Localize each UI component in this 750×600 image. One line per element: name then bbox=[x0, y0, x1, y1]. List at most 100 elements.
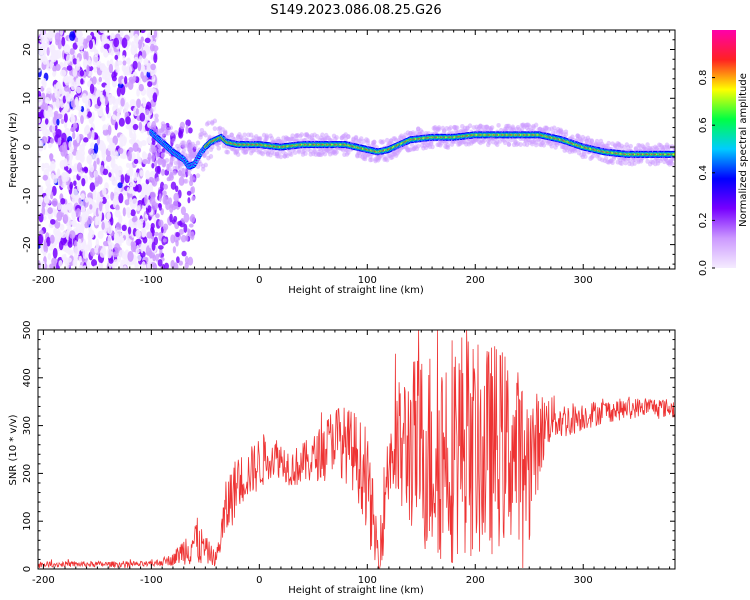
ridge-halo bbox=[292, 150, 298, 155]
transition-cell bbox=[178, 260, 183, 266]
noise-cell bbox=[110, 191, 114, 201]
ridge-halo bbox=[216, 145, 221, 151]
noise-cell bbox=[80, 193, 85, 200]
spectrogram-ytick-label: -10 bbox=[22, 188, 33, 204]
noise-cell bbox=[139, 112, 146, 122]
noise-cell bbox=[149, 43, 155, 52]
noise-cell bbox=[112, 135, 119, 146]
transition-cell bbox=[164, 262, 169, 269]
noise-cell bbox=[38, 229, 44, 236]
snr-xtick-label: 200 bbox=[466, 575, 485, 586]
noise-cell bbox=[56, 228, 61, 237]
noise-cell bbox=[117, 147, 124, 155]
noise-cell bbox=[129, 131, 134, 139]
noise-cell bbox=[82, 248, 88, 259]
noise-cell bbox=[136, 88, 140, 97]
noise-cell bbox=[73, 180, 77, 187]
noise-cell bbox=[63, 246, 68, 253]
noise-cell bbox=[138, 83, 144, 92]
ridge-halo bbox=[334, 135, 339, 140]
noise-cell bbox=[98, 201, 103, 212]
noise-cell bbox=[89, 164, 95, 173]
snr-x-ticks: -200 -100 0 100 200 300 bbox=[32, 330, 671, 586]
noise-cell bbox=[41, 136, 48, 144]
noise-cell bbox=[70, 79, 76, 91]
noise-cell bbox=[72, 131, 76, 140]
snr-ytick-label: 500 bbox=[22, 320, 33, 339]
noise-cell bbox=[122, 60, 127, 66]
spectrogram-xtick-label: 0 bbox=[256, 275, 262, 286]
transition-cell bbox=[157, 259, 163, 267]
noise-cell bbox=[132, 60, 138, 70]
noise-cell bbox=[129, 99, 136, 105]
ridge-halo bbox=[203, 132, 208, 138]
noise-cell bbox=[118, 193, 124, 204]
noise-cell bbox=[91, 111, 95, 122]
transition-cell bbox=[151, 153, 155, 163]
noise-cell bbox=[118, 117, 125, 127]
noise-cell bbox=[97, 176, 103, 185]
noise-cell bbox=[51, 30, 56, 38]
noise-cell bbox=[105, 194, 110, 200]
noise-cell bbox=[58, 84, 64, 95]
noise-cell bbox=[112, 197, 117, 209]
noise-cell bbox=[76, 162, 83, 173]
ridge-halo bbox=[225, 149, 231, 155]
spectrogram-ytick-label: 20 bbox=[22, 43, 33, 56]
colorbar-tick-label: 0.6 bbox=[698, 117, 709, 133]
noise-cell bbox=[71, 196, 77, 204]
noise-cell bbox=[74, 96, 79, 107]
noise-cell bbox=[143, 58, 149, 66]
noise-cell bbox=[126, 57, 131, 65]
noise-cell bbox=[128, 162, 133, 171]
noise-cell bbox=[114, 121, 118, 131]
ridge-halo bbox=[155, 152, 161, 158]
noise-cell bbox=[99, 248, 106, 258]
noise-cell bbox=[114, 242, 121, 252]
noise-cell bbox=[105, 86, 110, 97]
noise-cell bbox=[89, 182, 96, 192]
noise-cell bbox=[91, 129, 95, 141]
noise-cell bbox=[60, 69, 67, 77]
noise-cell bbox=[84, 110, 88, 116]
noise-cell bbox=[132, 123, 139, 131]
ridge-halo bbox=[346, 150, 351, 155]
noise-cell bbox=[103, 43, 110, 50]
ridge-halo bbox=[445, 142, 451, 148]
noise-cell bbox=[38, 111, 44, 118]
transition-cell bbox=[165, 201, 171, 211]
noise-cell bbox=[118, 214, 123, 224]
transition-cell bbox=[154, 231, 159, 236]
noise-cell bbox=[142, 158, 149, 165]
spectrogram-ytick-label: -20 bbox=[22, 236, 33, 252]
noise-cell bbox=[136, 98, 141, 109]
noise-cell bbox=[75, 155, 80, 161]
noise-cell bbox=[60, 202, 67, 213]
noise-cell bbox=[72, 188, 78, 198]
ridge-halo bbox=[203, 162, 208, 168]
noise-cell bbox=[49, 263, 55, 269]
ridge-halo bbox=[419, 130, 425, 135]
ridge-halo bbox=[518, 142, 523, 147]
ridge-halo bbox=[200, 166, 206, 172]
noise-cell bbox=[141, 228, 146, 238]
noise-cell bbox=[99, 30, 106, 34]
noise-cell bbox=[146, 231, 153, 239]
noise-cell bbox=[73, 140, 78, 151]
noise-cell bbox=[139, 30, 146, 34]
transition-cell bbox=[159, 181, 165, 192]
noise-cell bbox=[70, 115, 76, 124]
noise-cell bbox=[64, 165, 69, 171]
colorbar-gradient bbox=[712, 30, 736, 268]
noise-cell bbox=[105, 104, 110, 115]
noise-cell bbox=[123, 76, 128, 85]
noise-cell bbox=[63, 113, 68, 123]
noise-cell bbox=[105, 155, 112, 162]
noise-cell bbox=[81, 215, 86, 226]
noise-cell bbox=[107, 124, 112, 136]
noise-cell bbox=[104, 221, 110, 229]
noise-cell bbox=[113, 186, 119, 198]
noise-cell bbox=[102, 124, 107, 131]
noise-cell bbox=[50, 218, 56, 225]
noise-cell bbox=[152, 92, 158, 103]
